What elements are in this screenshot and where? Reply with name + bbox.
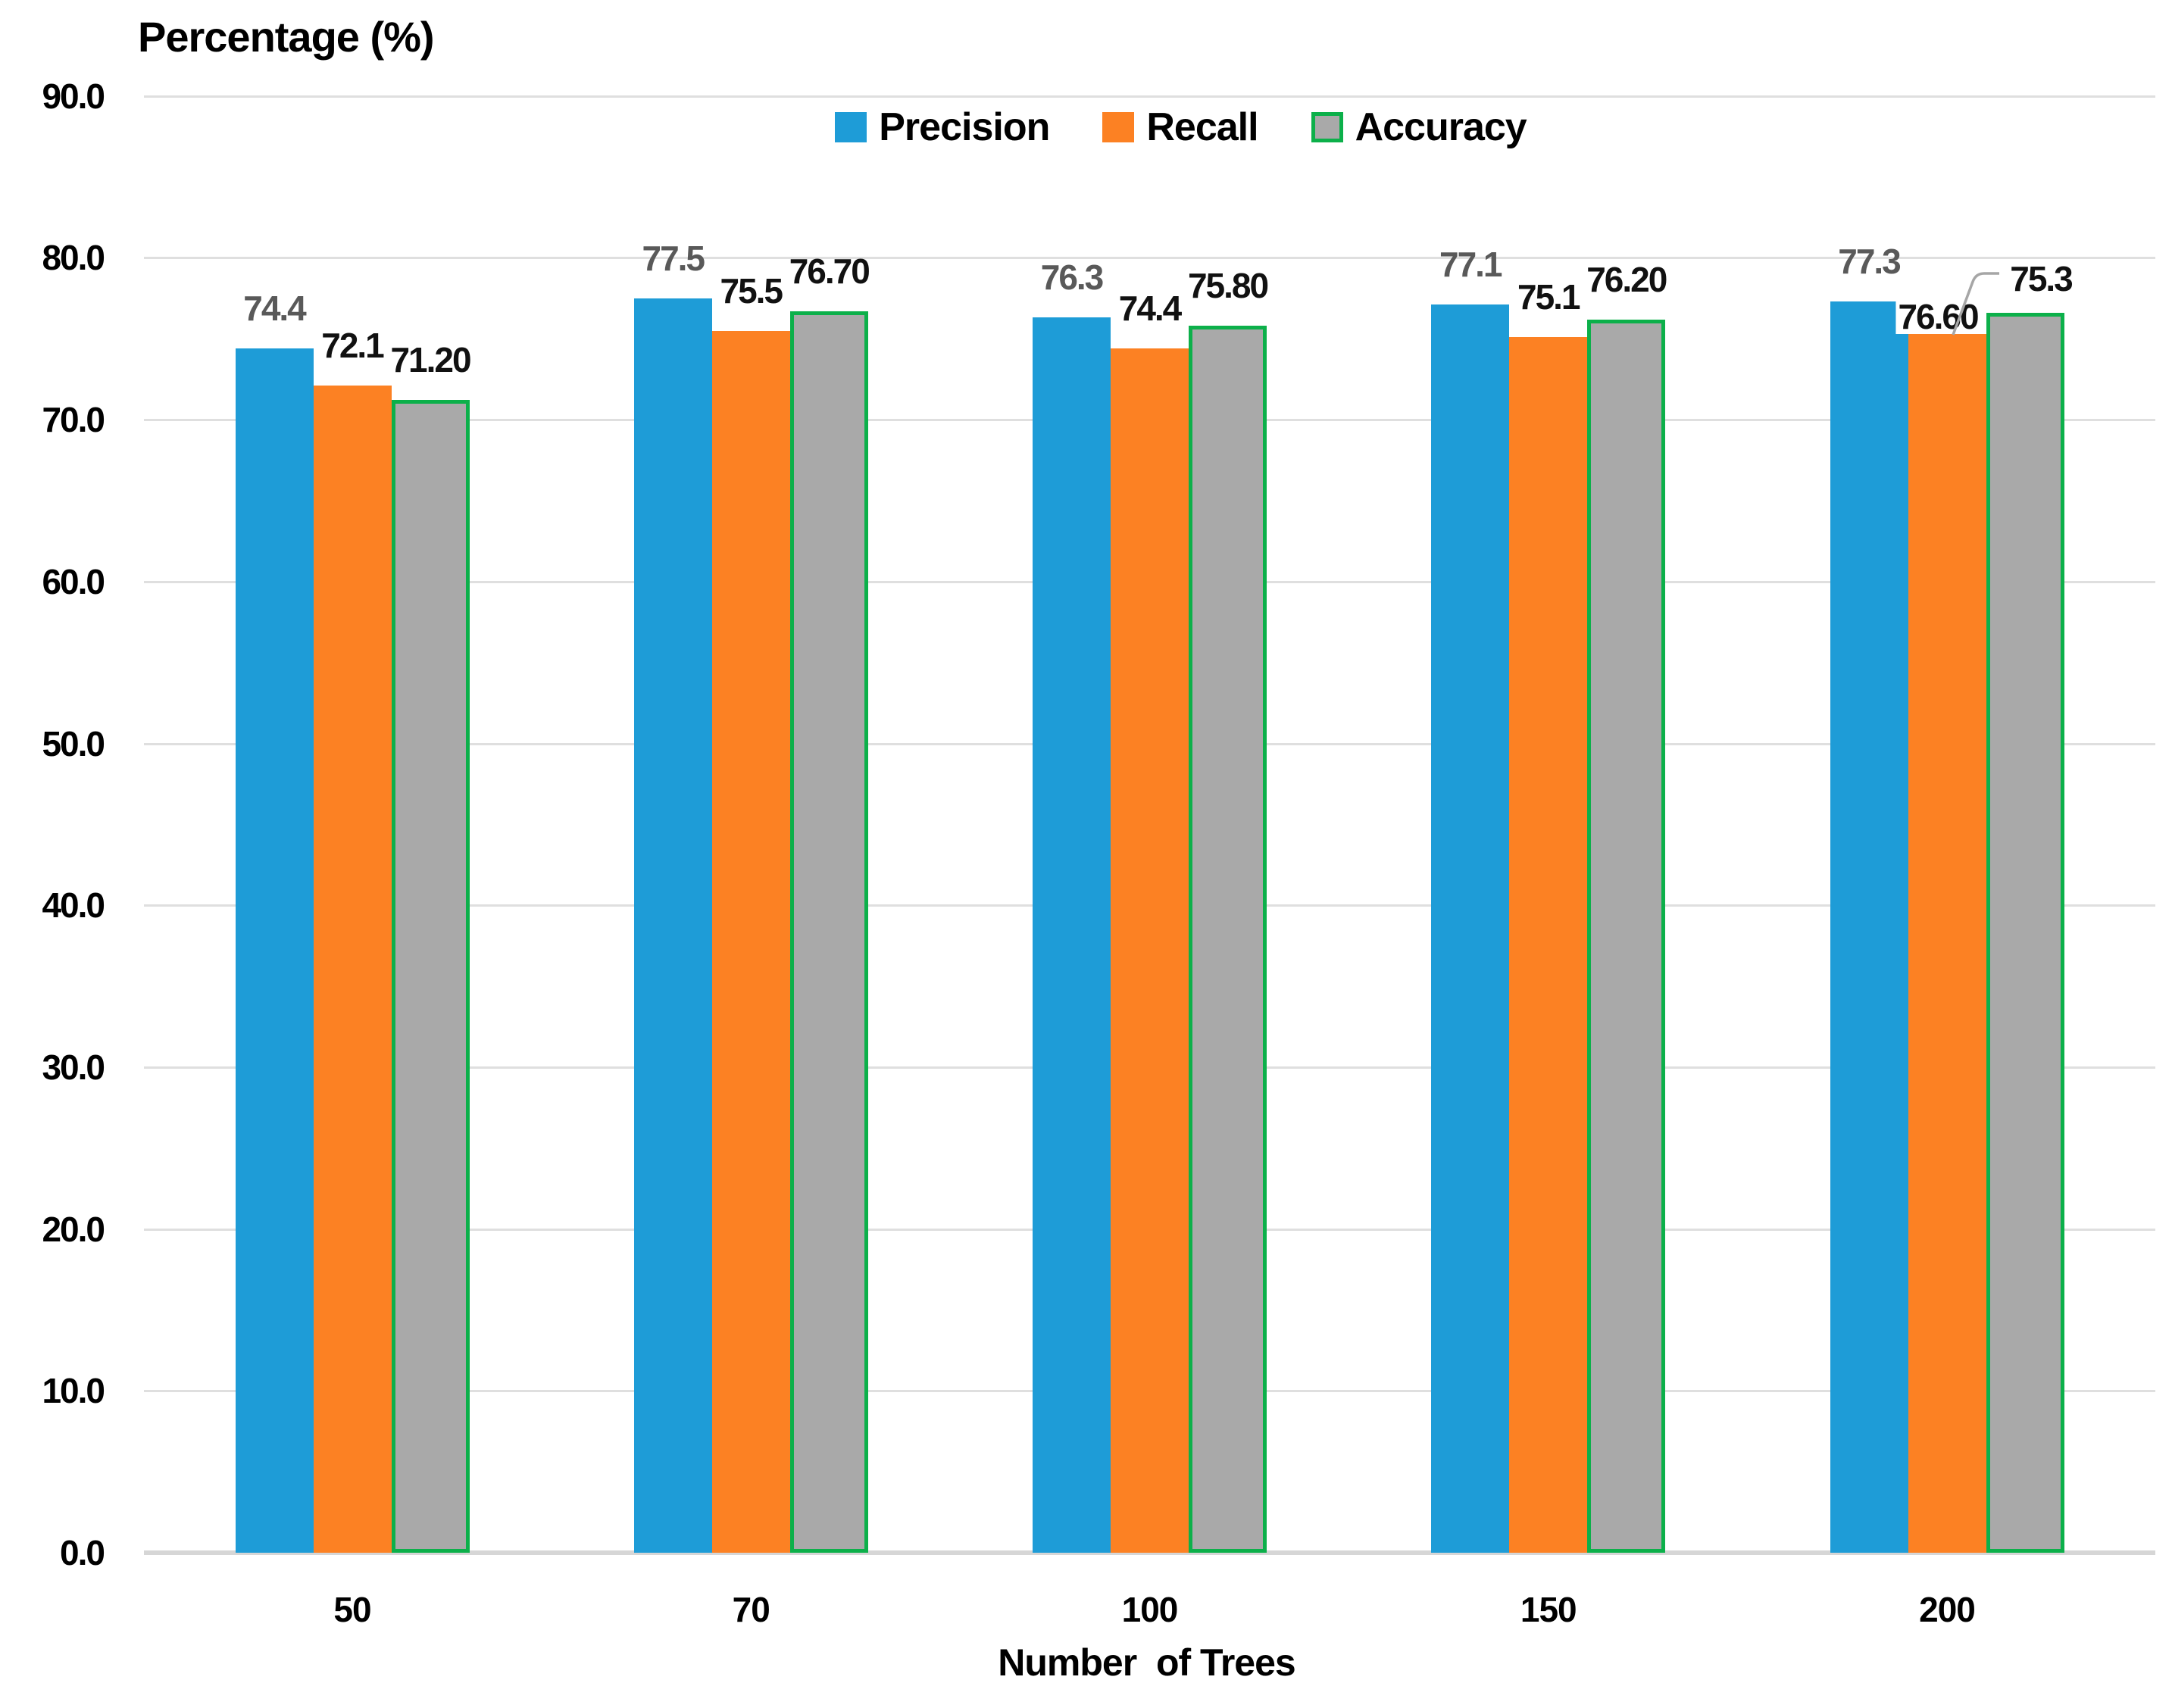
data-label-accuracy-150: 76.20 <box>1586 259 1667 299</box>
y-tick-label-50.0: 50.0 <box>42 723 105 763</box>
y-tick-label-60.0: 60.0 <box>42 561 105 601</box>
y-tick-label-90.0: 90.0 <box>42 76 105 116</box>
legend-swatch-precision <box>835 112 867 142</box>
legend-item-accuracy: Accuracy <box>1311 105 1527 150</box>
x-axis-title: Number of Trees <box>998 1641 1295 1684</box>
data-label-recall-70: 75.5 <box>720 270 783 311</box>
legend-label-precision: Precision <box>879 105 1050 149</box>
gridline-90 <box>144 95 2155 98</box>
data-label-accuracy-100: 75.80 <box>1187 266 1269 306</box>
category-label-100: 100 <box>1121 1590 1179 1629</box>
legend-label-accuracy: Accuracy <box>1355 105 1527 149</box>
y-tick-label-10.0: 10.0 <box>42 1371 105 1411</box>
bar-recall-50 <box>313 386 392 1553</box>
y-tick-label-0.0: 0.0 <box>60 1533 105 1572</box>
x-axis-line <box>144 1550 2155 1555</box>
bar-precision-50 <box>235 348 314 1553</box>
legend-label-recall: Recall <box>1146 105 1258 149</box>
bar-accuracy-200 <box>1986 313 2064 1553</box>
legend: Precision Recall Accuracy <box>189 105 2172 150</box>
gridline-80 <box>144 257 2155 260</box>
data-label-recall-150: 75.1 <box>1517 277 1581 317</box>
data-label-accuracy-70: 76.70 <box>789 251 870 291</box>
bar-precision-200 <box>1830 301 1908 1553</box>
data-label-precision-70: 77.5 <box>642 238 705 278</box>
bar-recall-150 <box>1509 337 1588 1553</box>
data-label-precision-150: 77.1 <box>1439 245 1503 285</box>
y-tick-label-40.0: 40.0 <box>42 885 105 926</box>
bar-accuracy-70 <box>789 311 868 1553</box>
bar-recall-200 <box>1908 333 1986 1553</box>
y-tick-label-30.0: 30.0 <box>42 1047 105 1087</box>
bar-accuracy-150 <box>1587 319 1666 1553</box>
chart-title: Percentage (%) <box>138 13 435 61</box>
y-tick-label-20.0: 20.0 <box>42 1209 105 1249</box>
bar-recall-70 <box>711 330 790 1553</box>
category-label-150: 150 <box>1520 1590 1577 1629</box>
data-label-recall-200: 75.3 <box>2010 258 2074 298</box>
data-label-precision-50: 74.4 <box>243 289 307 329</box>
y-tick-label-80.0: 80.0 <box>42 238 105 278</box>
legend-item-precision: Precision <box>835 105 1050 150</box>
y-tick-label-70.0: 70.0 <box>42 400 105 440</box>
legend-item-recall: Recall <box>1102 105 1259 150</box>
bar-accuracy-100 <box>1189 326 1267 1553</box>
category-label-50: 50 <box>333 1590 371 1629</box>
data-label-accuracy-50: 71.20 <box>390 340 471 380</box>
data-label-precision-200: 77.3 <box>1838 242 1902 282</box>
data-label-accuracy-200: 76.60 <box>1895 299 1980 335</box>
legend-swatch-accuracy <box>1311 112 1343 142</box>
bar-precision-100 <box>1033 317 1111 1553</box>
data-label-precision-100: 76.3 <box>1040 258 1105 298</box>
category-label-70: 70 <box>732 1590 770 1629</box>
bar-recall-100 <box>1111 348 1189 1553</box>
data-label-recall-50: 72.1 <box>321 326 385 366</box>
bar-precision-150 <box>1431 304 1510 1553</box>
category-label-200: 200 <box>1919 1590 1976 1629</box>
legend-swatch-recall <box>1102 112 1135 142</box>
bar-accuracy-50 <box>391 400 470 1553</box>
data-label-recall-100: 74.4 <box>1118 289 1183 329</box>
bar-precision-70 <box>633 298 712 1553</box>
